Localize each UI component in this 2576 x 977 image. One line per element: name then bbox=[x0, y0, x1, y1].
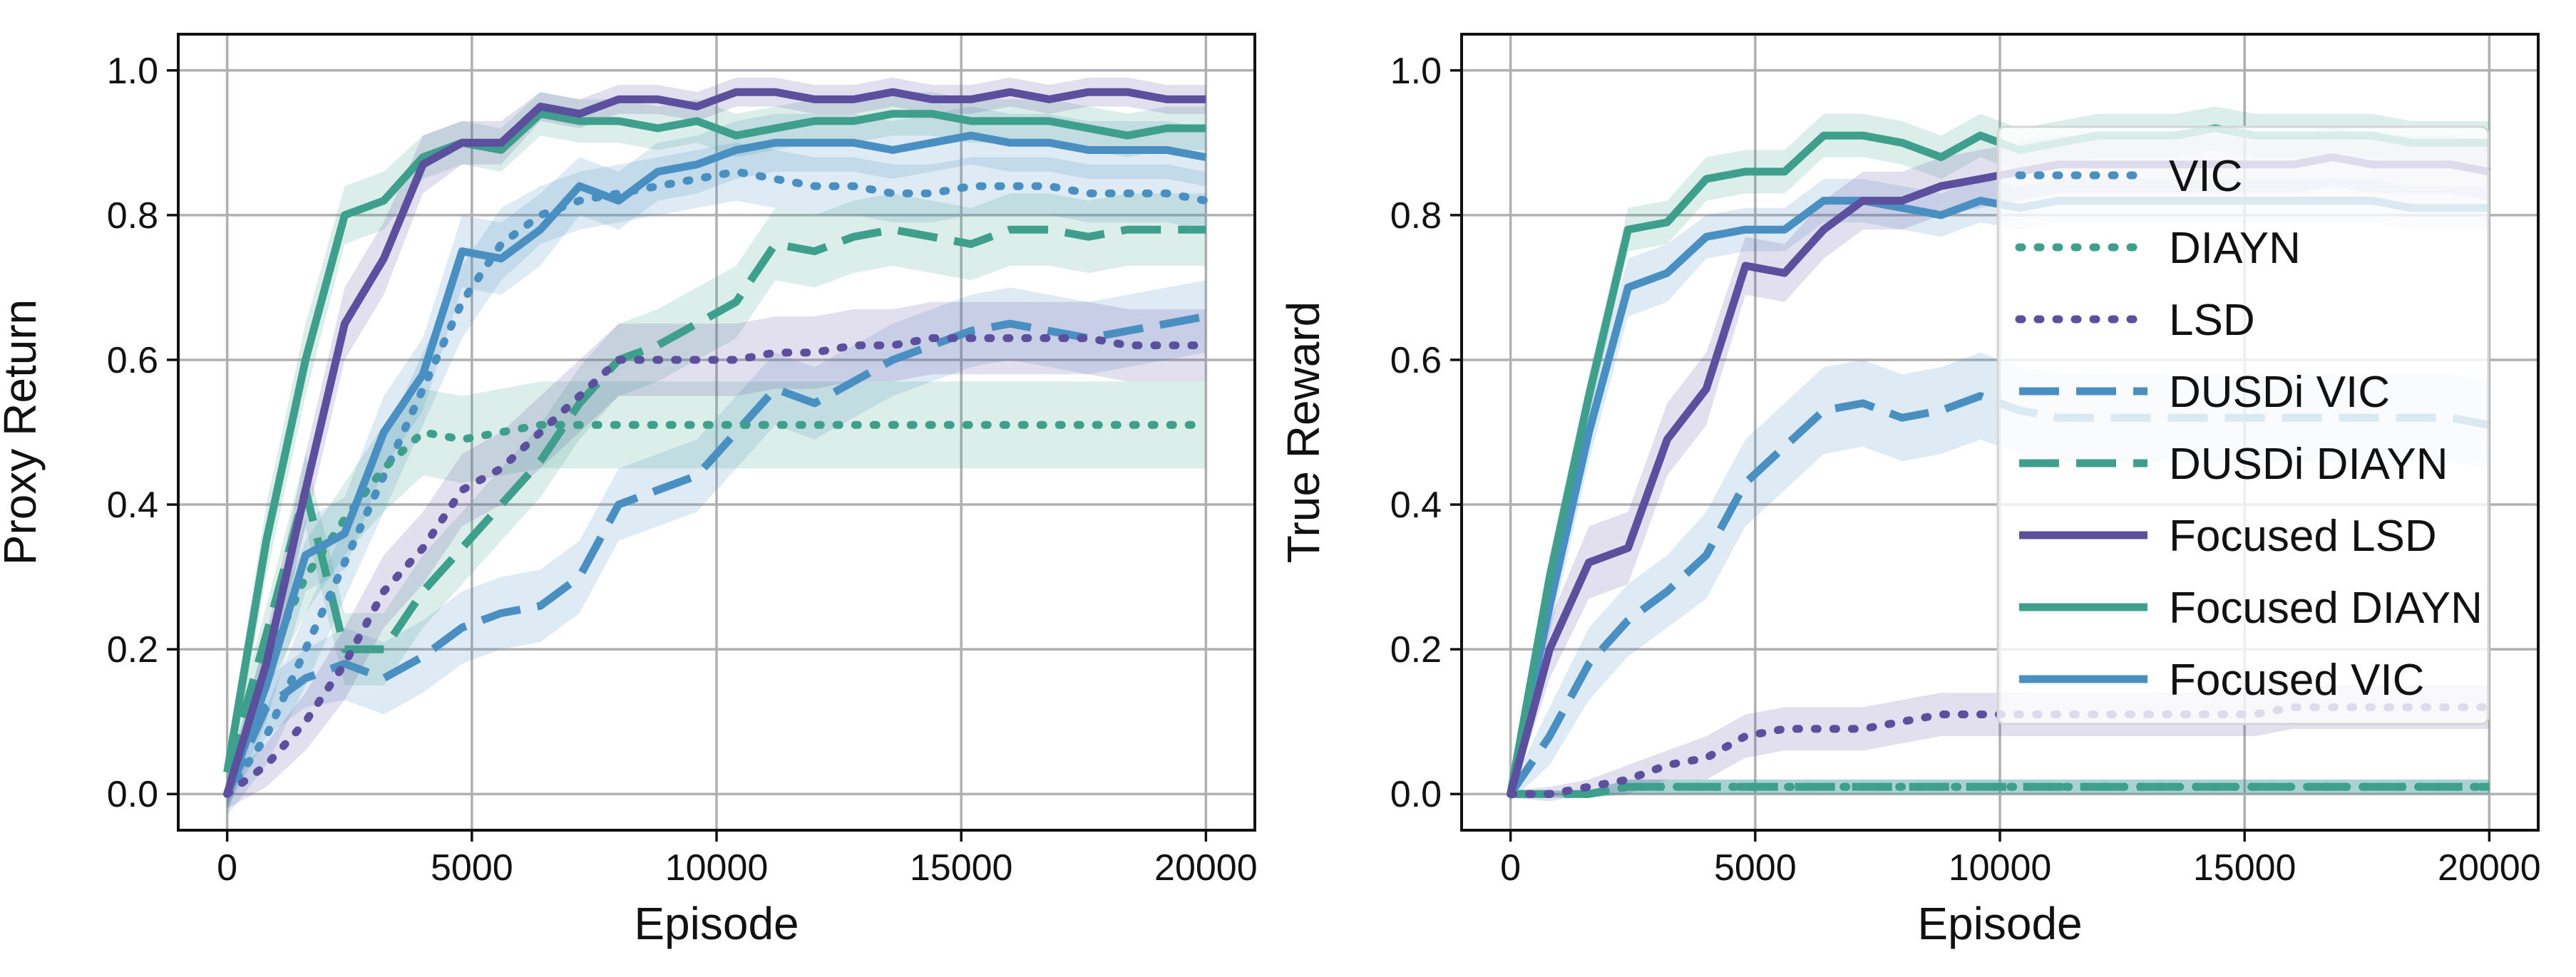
p1-x-tick-label-3: 15000 bbox=[2193, 847, 2297, 889]
p0-line-focused-vic bbox=[223, 131, 1207, 796]
legend-label-dusdi-diayn: DUSDi DIAYN bbox=[2169, 440, 2448, 489]
p0-x-tick-label-3: 15000 bbox=[910, 847, 1013, 889]
p1-y-tick-label-4: 0.8 bbox=[1390, 195, 1442, 237]
p1-x-axis-title: Episode bbox=[1917, 898, 2082, 949]
legend-label-focused-diayn: Focused DIAYN bbox=[2169, 584, 2483, 633]
legend-label-diayn: DIAYN bbox=[2169, 224, 2301, 273]
p0-x-axis-title: Episode bbox=[634, 898, 799, 949]
p0-y-axis-title: Proxy Return bbox=[0, 299, 46, 565]
p1-y-axis-title: True Reward bbox=[1278, 301, 1329, 564]
p0-x-tick-label-4: 20000 bbox=[1154, 847, 1258, 889]
p1-line-diayn bbox=[1507, 782, 2493, 798]
p1-band-dusdi-vic bbox=[1510, 352, 2490, 802]
p1-x-tick-label-1: 5000 bbox=[1714, 847, 1797, 889]
p1-x-tick-label-4: 20000 bbox=[2438, 847, 2541, 889]
p0-y-tick-label-0: 0.0 bbox=[107, 774, 158, 815]
p0-y-tick-label-5: 1.0 bbox=[107, 51, 158, 92]
p1-y-tick-label-2: 0.4 bbox=[1390, 485, 1442, 526]
left-panel: 0 5000 10000 15000 20000 0.0 0.2 0.4 0.6 0.8 1.0 Ep… bbox=[0, 33, 1258, 949]
p0-band-focused-vic bbox=[227, 106, 1206, 809]
p0-series-group bbox=[223, 77, 1210, 816]
p0-y-tick-label-2: 0.4 bbox=[107, 485, 158, 526]
legend-label-vic: VIC bbox=[2169, 152, 2242, 201]
p0-x-tick-label-2: 10000 bbox=[665, 847, 769, 889]
legend-label-lsd: LSD bbox=[2169, 296, 2255, 345]
p0-line-focused-diayn bbox=[223, 110, 1206, 773]
right-panel: 0 5000 10000 15000 20000 0.0 0.2 0.4 0.6 0.8 1.0 Ep… bbox=[1278, 33, 2541, 949]
legend-label-focused-lsd: Focused LSD bbox=[2169, 512, 2437, 561]
p0-y-tick-label-4: 0.8 bbox=[107, 195, 158, 237]
p1-x-tick-label-2: 10000 bbox=[1949, 847, 2052, 889]
p0-y-tick-label-3: 0.6 bbox=[107, 340, 158, 381]
p0-x-tick-label-0: 0 bbox=[217, 847, 237, 889]
p0-line-dusdi-diayn bbox=[223, 225, 1206, 774]
legend: VIC DIAYN LSD DUSDi VIC DUSDi DIAYN Focused L… bbox=[1996, 125, 2490, 725]
p1-x-tick-label-0: 0 bbox=[1500, 847, 1521, 889]
legend-box bbox=[1996, 125, 2490, 725]
p0-line-focused-lsd bbox=[223, 88, 1206, 795]
p0-band-diayn bbox=[227, 381, 1206, 816]
p0-x-tick-label-1: 5000 bbox=[431, 847, 513, 889]
p0-line-diayn bbox=[223, 420, 1210, 798]
p0-band-vic bbox=[227, 143, 1206, 816]
p0-line-lsd bbox=[223, 334, 1210, 798]
p1-y-tick-label-1: 0.2 bbox=[1390, 629, 1442, 671]
p1-y-tick-label-5: 1.0 bbox=[1390, 51, 1442, 92]
legend-label-focused-vic: Focused VIC bbox=[2169, 656, 2424, 705]
p1-y-tick-label-3: 0.6 bbox=[1390, 340, 1442, 381]
p0-line-dusdi-vic bbox=[223, 312, 1207, 796]
p1-band-focused-lsd bbox=[1510, 128, 2490, 802]
legend-label-dusdi-vic: DUSDi VIC bbox=[2169, 368, 2390, 417]
p0-y-tick-label-1: 0.2 bbox=[107, 629, 158, 671]
p0-band-lsd bbox=[227, 301, 1206, 809]
p1-y-tick-label-0: 0.0 bbox=[1390, 774, 1442, 815]
